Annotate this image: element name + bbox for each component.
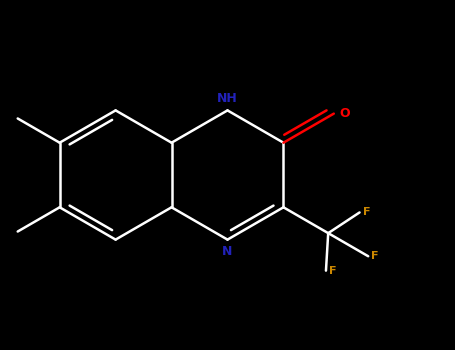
Text: N: N — [222, 245, 233, 258]
Text: O: O — [339, 107, 349, 120]
Text: F: F — [329, 266, 337, 276]
Text: NH: NH — [217, 92, 238, 105]
Text: F: F — [371, 251, 379, 261]
Text: F: F — [363, 208, 370, 217]
